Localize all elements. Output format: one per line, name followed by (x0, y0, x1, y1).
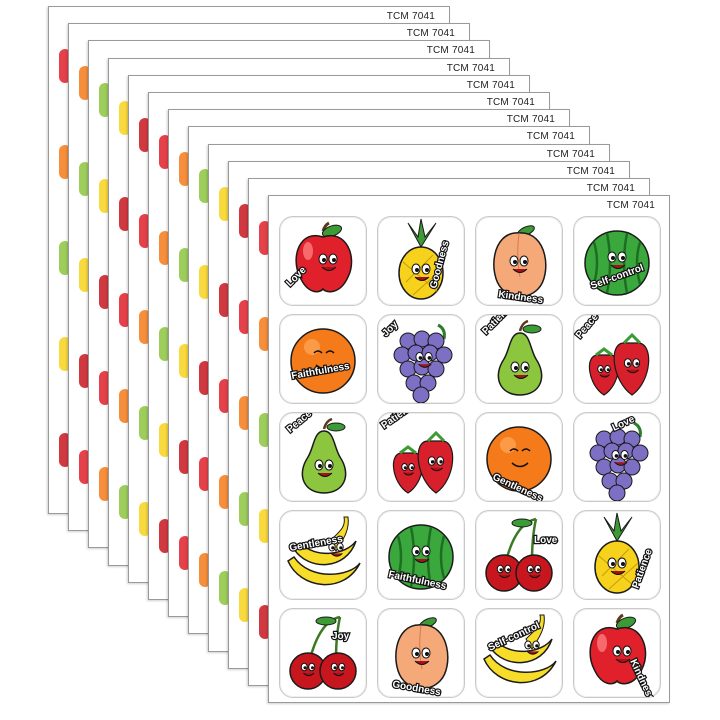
product-code-label: TCM 7041 (406, 28, 455, 40)
orange-icon (290, 328, 356, 394)
sticker-apple: Kindness (573, 608, 661, 699)
sticker-peach: Kindness (475, 216, 563, 307)
sticker-strawberries: Peace (573, 314, 661, 405)
bananas-icon (483, 614, 557, 684)
sticker-apple: Love (279, 216, 367, 307)
product-code-label: TCM 7041 (586, 183, 635, 194)
product-code-label: TCM 7041 (426, 45, 475, 57)
watermelon-icon (584, 230, 650, 296)
sticker-pear: Peace (279, 412, 367, 503)
sticker-watermelon: Self-control (573, 216, 661, 307)
sticker-orange: Faithfulness (279, 314, 367, 405)
sticker-bananas: Self-control (475, 608, 563, 699)
watermelon-icon (388, 524, 454, 590)
orange-icon (486, 426, 552, 492)
sticker-watermelon: Faithfulness (377, 510, 465, 601)
sticker-pineapple: Goodness (377, 216, 465, 307)
product-code-label: TCM 7041 (546, 148, 595, 160)
pear-icon (301, 418, 347, 494)
apple-icon (589, 613, 647, 685)
sticker-grapes: Love (573, 412, 661, 503)
sticker-label: Kindness (498, 289, 545, 305)
cherries-icon (485, 517, 553, 592)
sticker-pineapple: Patience (573, 510, 661, 601)
cherries-icon (289, 615, 357, 690)
grapes-icon (393, 323, 453, 404)
sticker-bananas: Gentleness (279, 510, 367, 601)
product-code-label: TCM 7041 (386, 11, 435, 22)
apple-icon (295, 221, 353, 293)
sticker-label: Joy (332, 631, 350, 642)
sticker-label: Peace (574, 315, 601, 341)
peach-icon (493, 225, 547, 298)
strawberries-icon (392, 431, 454, 494)
pineapple-icon (594, 513, 640, 594)
sticker-cherries: Love (475, 510, 563, 601)
sticker-label: Love (534, 535, 558, 546)
sticker-label: Joy (380, 319, 400, 339)
product-code-label: TCM 7041 (606, 200, 655, 212)
product-code-label: TCM 7041 (466, 79, 515, 91)
sticker-peach: Goodness (377, 608, 465, 699)
sticker-sheet: TCM 7041 Love Goodness (268, 195, 670, 704)
pear-icon (497, 320, 543, 396)
strawberries-icon (588, 333, 650, 396)
product-code-label: TCM 7041 (446, 62, 495, 74)
peach-icon (395, 617, 449, 690)
sticker-cherries: Joy (279, 608, 367, 699)
bananas-icon (287, 516, 361, 586)
pineapple-icon (398, 219, 444, 300)
sticker-label: Patience (480, 315, 517, 337)
sticker-grapes: Joy (377, 314, 465, 405)
product-code-label: TCM 7041 (566, 165, 615, 177)
sticker-strawberries: Patience (377, 412, 465, 503)
product-code-label: TCM 7041 (506, 114, 555, 126)
sticker-pear: Patience (475, 314, 563, 405)
grapes-icon (589, 421, 649, 502)
sticker-label: Patience (379, 413, 419, 431)
product-code-label: TCM 7041 (486, 97, 535, 108)
sticker-orange: Gentleness (475, 412, 563, 503)
sticker-label: Peace (285, 413, 315, 435)
product-code-label: TCM 7041 (526, 131, 575, 143)
